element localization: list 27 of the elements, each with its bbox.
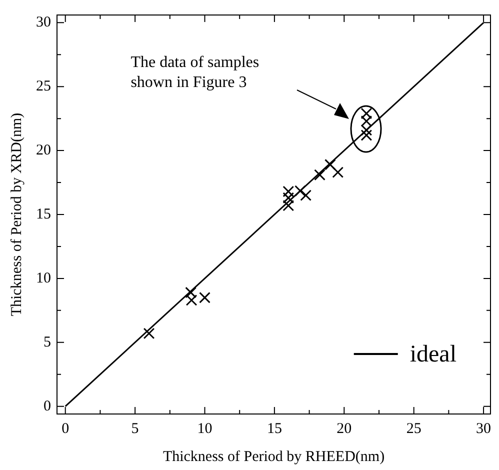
y-tick-label: 15 — [36, 206, 51, 222]
point — [199, 292, 210, 304]
annotation: The data of samples shown in Figure 3 — [130, 54, 260, 91]
x-axis-title: Thickness of Period by RHEED(nm) — [162, 448, 385, 465]
x-tick-label: 15 — [266, 420, 282, 437]
y-tick-label: 0 — [44, 398, 51, 414]
x-tick-label: 5 — [131, 420, 139, 437]
point — [282, 186, 294, 198]
y-axis-title: Thickness of Period by XRD(nm) — [8, 112, 25, 316]
point — [314, 169, 326, 181]
y-tick-label: 20 — [36, 142, 51, 158]
point — [300, 190, 312, 202]
x-tick-label: 20 — [336, 420, 352, 437]
point — [360, 130, 372, 141]
x-tick-label: 25 — [406, 420, 422, 437]
point — [294, 185, 306, 197]
y-tick-label: 25 — [36, 78, 51, 95]
x-tick-label: 30 — [476, 420, 492, 437]
point — [332, 166, 344, 178]
y-tick-label: 10 — [36, 270, 51, 286]
point — [324, 158, 336, 170]
y-tick-label: 30 — [36, 14, 51, 31]
x-tick-label: 0 — [62, 420, 70, 437]
point — [143, 328, 155, 340]
y-tick-label: 5 — [44, 334, 51, 350]
legend-label: ideal — [410, 341, 457, 368]
x-tick-label: 10 — [197, 420, 212, 437]
